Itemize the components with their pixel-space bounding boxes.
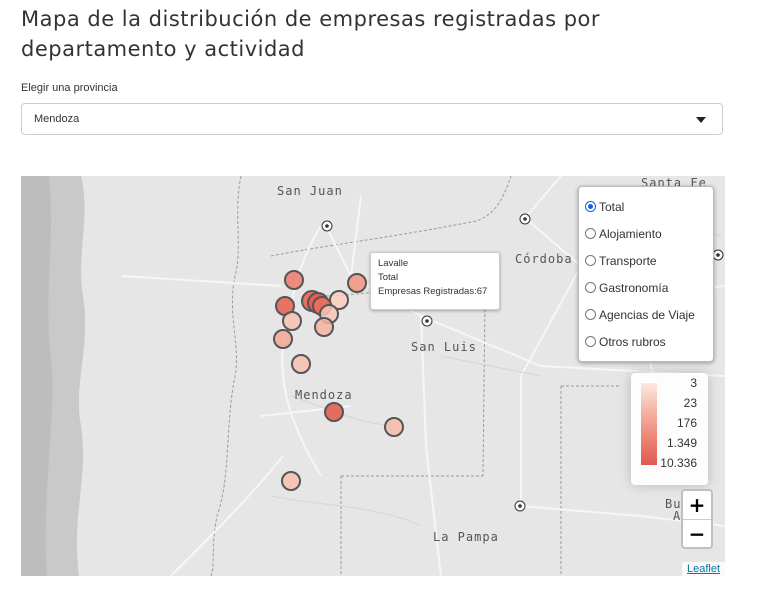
layer-option-otros-rubros[interactable]: Otros rubros — [585, 328, 707, 355]
color-legend: 3 23 176 1.349 10.336 — [631, 373, 708, 485]
province-select[interactable]: Mendoza — [21, 103, 723, 135]
map-label-san-juan: San Juan — [277, 184, 343, 198]
legend-label: 3 — [690, 376, 697, 390]
map-label-san-luis: San Luis — [411, 340, 477, 354]
map-tooltip: Lavalle Total Empresas Registradas:67 — [370, 252, 500, 310]
radio-icon[interactable] — [585, 282, 596, 293]
layer-option-label: Transporte — [599, 253, 657, 268]
radio-icon[interactable] — [585, 228, 596, 239]
tooltip-value: Empresas Registradas:67 — [378, 286, 488, 297]
page-title: Mapa de la distribución de empresas regi… — [21, 7, 601, 61]
map-container[interactable]: San Juan Córdoba San Luis Mendoza La Pam… — [21, 176, 725, 576]
province-select-label: Elegir una provincia — [21, 82, 118, 94]
layer-option-agencias-de-viaje[interactable]: Agencias de Viaje — [585, 301, 707, 328]
legend-label: 23 — [683, 396, 697, 410]
chevron-down-icon — [696, 117, 706, 123]
layer-option-gastronomia[interactable]: Gastronomía — [585, 274, 707, 301]
legend-label: 176 — [676, 416, 697, 430]
layer-option-label: Alojamiento — [599, 226, 662, 241]
map-label-la-pampa: La Pampa — [433, 530, 499, 544]
zoom-in-button[interactable]: + — [683, 491, 711, 520]
layer-option-label: Agencias de Viaje — [599, 307, 695, 322]
radio-icon[interactable] — [585, 255, 596, 266]
zoom-out-button[interactable]: − — [688, 522, 706, 546]
layer-option-label: Total — [599, 199, 625, 214]
radio-icon[interactable] — [585, 309, 596, 320]
layer-option-transporte[interactable]: Transporte — [585, 247, 707, 274]
zoom-control: + − — [681, 489, 713, 549]
leaflet-attribution-link[interactable]: Leaflet — [681, 562, 725, 576]
radio-icon[interactable] — [585, 336, 596, 347]
map-label-buenos-aires-2: A — [673, 509, 682, 523]
layer-option-label: Otros rubros — [599, 334, 666, 349]
department-markers — [273, 270, 404, 491]
map-label-buenos-aires: Bu — [665, 497, 682, 511]
layer-option-alojamiento[interactable]: Alojamiento — [585, 220, 707, 247]
tooltip-department: Lavalle — [378, 258, 409, 269]
layer-option-total[interactable]: Total — [585, 193, 707, 220]
province-select-value: Mendoza — [34, 113, 80, 125]
layer-option-label: Gastronomía — [599, 280, 669, 295]
legend-label: 1.349 — [666, 436, 697, 450]
tooltip-activity: Total — [378, 272, 399, 283]
map-label-mendoza: Mendoza — [295, 388, 353, 402]
map-label-cordoba: Córdoba — [515, 252, 573, 266]
legend-label: 10.336 — [660, 456, 697, 470]
layer-control: Total Alojamiento Transporte Gastronomía… — [578, 186, 714, 362]
radio-icon[interactable] — [585, 201, 596, 212]
legend-gradient — [641, 383, 657, 465]
